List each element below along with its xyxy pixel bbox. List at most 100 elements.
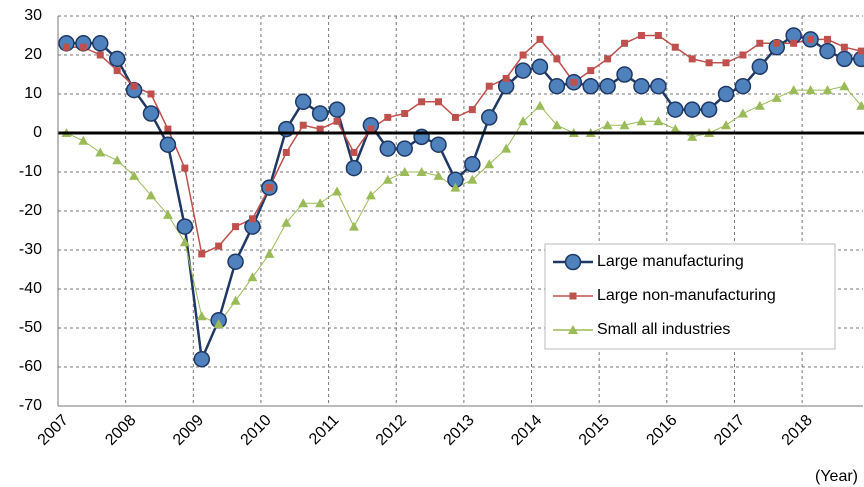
marker: [582, 77, 599, 95]
marker: [142, 105, 160, 122]
marker: [108, 50, 126, 68]
marker: [604, 55, 612, 63]
marker: [159, 136, 177, 153]
marker: [367, 125, 375, 133]
marker: [683, 101, 701, 118]
marker: [113, 67, 121, 75]
marker: [602, 120, 613, 130]
marker: [365, 190, 376, 200]
marker: [839, 81, 850, 91]
marker: [531, 58, 549, 75]
marker: [519, 51, 527, 59]
y-tick-label: 30: [24, 7, 42, 24]
marker: [230, 295, 241, 305]
marker: [345, 159, 363, 177]
marker: [619, 120, 630, 130]
marker: [176, 218, 194, 235]
legend-box: [544, 243, 836, 350]
y-tick-label: -70: [19, 397, 42, 414]
marker: [553, 55, 561, 63]
marker: [667, 101, 684, 118]
marker: [485, 82, 493, 90]
legend-label: Large manufacturing: [597, 253, 744, 270]
marker: [193, 350, 210, 368]
legend-label: Small all industries: [597, 321, 730, 338]
x-tick-label: 2014: [508, 412, 545, 449]
marker: [756, 39, 764, 47]
marker: [670, 124, 681, 134]
marker: [687, 131, 698, 141]
x-tick-label: 2012: [373, 412, 410, 449]
marker: [215, 242, 223, 250]
marker: [213, 319, 224, 329]
marker: [164, 125, 172, 133]
marker: [534, 100, 545, 110]
marker: [587, 67, 595, 75]
x-tick-label: 2009: [170, 412, 207, 449]
marker: [430, 136, 447, 153]
marker: [464, 155, 481, 173]
marker: [332, 186, 343, 196]
y-tick-label: -10: [19, 163, 42, 180]
marker: [384, 113, 392, 121]
marker: [773, 39, 781, 47]
marker: [112, 155, 123, 165]
y-tick-label: -60: [19, 358, 42, 375]
x-tick-label: 2010: [238, 412, 275, 449]
marker: [129, 170, 140, 180]
marker: [298, 198, 309, 208]
marker: [568, 325, 578, 334]
marker: [836, 50, 853, 68]
marker: [315, 198, 326, 208]
marker: [281, 217, 292, 227]
marker: [299, 121, 307, 129]
marker: [514, 62, 532, 79]
axes: -70 -60 -50 -40 -30 -20 -10 0 10 20 30 2007 2008 2009…: [19, 7, 864, 449]
y-tick-label: -20: [19, 202, 42, 219]
marker: [751, 58, 769, 75]
marker: [548, 77, 566, 95]
marker: [311, 105, 329, 122]
marker: [62, 43, 70, 51]
marker: [564, 253, 582, 271]
x-tick-label: 2017: [711, 412, 748, 449]
marker: [232, 223, 240, 231]
marker: [227, 253, 244, 270]
marker: [196, 311, 207, 321]
marker: [737, 108, 748, 118]
marker: [265, 184, 273, 192]
y-tick-label: -50: [19, 319, 42, 336]
marker: [435, 98, 443, 106]
marker: [379, 140, 397, 157]
y-tick-label: 20: [24, 46, 42, 63]
marker: [382, 174, 393, 184]
marker: [247, 272, 258, 282]
marker: [147, 90, 155, 98]
marker: [401, 110, 409, 117]
x-axis-label: (Year): [815, 468, 858, 485]
marker: [653, 116, 664, 126]
x-tick-label: 2013: [441, 412, 478, 449]
x-tick-label: 2018: [779, 412, 816, 449]
marker: [518, 116, 529, 126]
marker: [198, 250, 206, 258]
marker: [788, 85, 799, 95]
marker: [616, 66, 633, 83]
marker: [805, 85, 816, 95]
marker: [734, 77, 752, 95]
marker: [481, 109, 498, 126]
marker: [79, 43, 87, 51]
marker: [467, 174, 478, 184]
marker: [78, 135, 89, 145]
marker: [739, 51, 747, 59]
marker: [807, 35, 815, 43]
y-tick-label: 0: [33, 124, 42, 141]
marker: [181, 164, 189, 172]
x-tick-label: 2015: [576, 412, 613, 449]
marker: [95, 147, 106, 157]
marker: [722, 59, 730, 67]
marker: [636, 116, 647, 126]
marker: [501, 143, 512, 153]
marker: [790, 39, 798, 47]
